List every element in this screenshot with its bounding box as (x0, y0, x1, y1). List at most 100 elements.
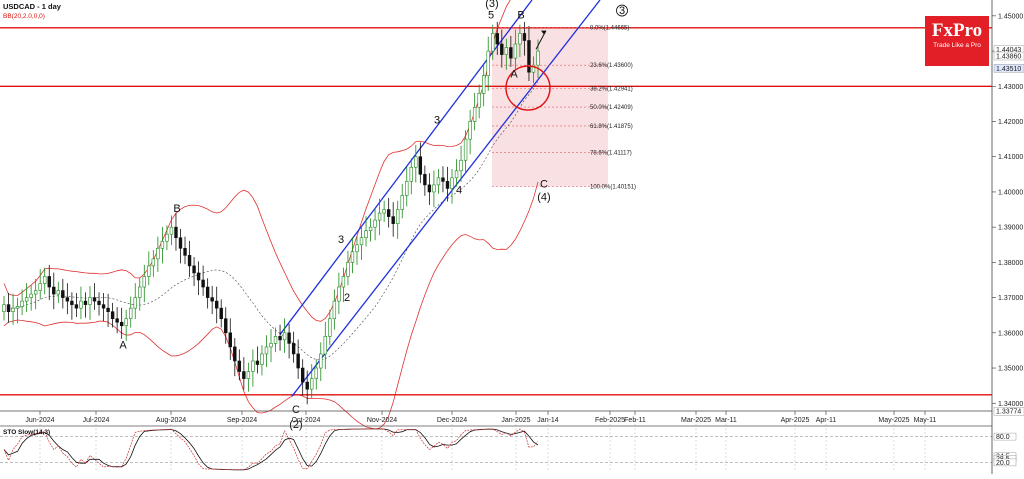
fib-label: 23.6%(1.43600) (590, 63, 633, 69)
candle-body (151, 258, 156, 267)
candle-body (536, 50, 540, 66)
price-label-box (993, 64, 1024, 73)
wave-label: (4) (537, 192, 550, 204)
candle-body (450, 177, 454, 189)
candle-body (418, 156, 423, 175)
candle-body (165, 233, 169, 242)
x-tick-label: Jan-14 (537, 417, 559, 424)
candle-body (328, 318, 332, 337)
fib-label: 50.0%(1.42409) (590, 105, 633, 111)
candle-body (65, 297, 70, 302)
wave-label: 4 (456, 185, 462, 197)
candle-body (156, 247, 160, 260)
candle-body (300, 367, 305, 383)
candle-body (427, 184, 432, 193)
candle-body (468, 121, 472, 140)
y-tick-label: 1.40000 (998, 189, 1023, 196)
candle-body (359, 237, 364, 246)
candle-body (414, 156, 418, 168)
candle-body (314, 367, 318, 379)
candle-body (391, 216, 395, 224)
candle-body (481, 75, 486, 94)
candle-body (296, 353, 300, 369)
wave-circle (616, 4, 628, 17)
price-label: 1.43860 (996, 53, 1021, 60)
candle-body (396, 209, 400, 224)
candle-body (386, 209, 391, 217)
bollinger-upper (3, 0, 511, 322)
candle-body (228, 332, 232, 348)
candle-body (224, 318, 228, 334)
y-tick-label: 1.39000 (998, 225, 1023, 232)
candle-body (337, 286, 341, 302)
candle-body (43, 276, 47, 284)
candle-body (106, 307, 110, 312)
y-tick-label: 1.34000 (998, 401, 1023, 408)
x-tick-label: May-11 (914, 417, 937, 424)
candle-body (83, 300, 88, 305)
candle-body (273, 336, 278, 344)
x-tick-label: Feb-11 (624, 417, 646, 424)
candle-body (187, 255, 192, 267)
wave-label: A (119, 339, 127, 351)
candle-body (423, 174, 427, 186)
wave-label: 2 (344, 292, 350, 304)
candle-body (264, 346, 269, 355)
y-tick-label: 1.43000 (998, 84, 1023, 91)
wave-label: C (292, 404, 300, 416)
y-tick-label: 1.38000 (998, 260, 1023, 267)
candle-body (147, 265, 151, 277)
candle-body (282, 332, 287, 341)
price-label: 1.33774 (996, 409, 1021, 416)
candle-body (278, 336, 282, 341)
candle-body (183, 247, 187, 256)
candle-body (2, 304, 6, 312)
candle-body (373, 219, 377, 228)
candle-body (56, 290, 61, 295)
candle-body (486, 50, 490, 77)
sto-label-box (993, 458, 1017, 467)
x-tick-label: Dec-2024 (437, 417, 467, 424)
candle-body (142, 276, 146, 288)
candle-body (305, 381, 309, 390)
candle-body (504, 47, 509, 55)
wave-label: 3 (338, 234, 344, 246)
candle-body (97, 300, 101, 305)
candle-body (169, 226, 174, 235)
candle-body (129, 307, 133, 320)
sto-k-line (3, 428, 539, 471)
candle-body (219, 307, 223, 320)
wave-label: (2) (289, 419, 302, 431)
candle-body (346, 262, 350, 277)
candle-body (323, 336, 328, 355)
candle-body (355, 244, 359, 253)
candle-body (205, 286, 210, 298)
candle-body (133, 297, 137, 309)
candle-body (255, 360, 260, 365)
candle-body (29, 293, 33, 298)
candle-body (20, 300, 24, 307)
sto-label: 20.0 (996, 460, 1010, 467)
candle-body (110, 311, 115, 320)
x-tick-label: Feb-2025 (595, 417, 625, 424)
fib-label: 78.6%(1.41117) (590, 151, 632, 157)
candle-body (178, 237, 183, 249)
fib-label: 100.0%(1.40151) (590, 185, 636, 191)
candle-body (233, 346, 237, 362)
candle-body (382, 209, 386, 214)
candle-body (454, 170, 459, 179)
wave-label: B (173, 203, 180, 215)
candle-body (214, 300, 219, 309)
candle-body (436, 177, 441, 186)
candle-body (92, 297, 97, 302)
candle-body (463, 138, 468, 161)
candle-body (101, 304, 106, 309)
x-tick-label: Apr-11 (816, 417, 837, 424)
sto-d-line (3, 428, 539, 471)
candle-body (79, 300, 83, 309)
bollinger-lower (3, 181, 539, 430)
logo-name: FxPro (931, 20, 983, 41)
candle-body (24, 297, 29, 302)
x-tick-label: May-2025 (878, 417, 909, 424)
price-label: 1.44043 (996, 47, 1021, 54)
